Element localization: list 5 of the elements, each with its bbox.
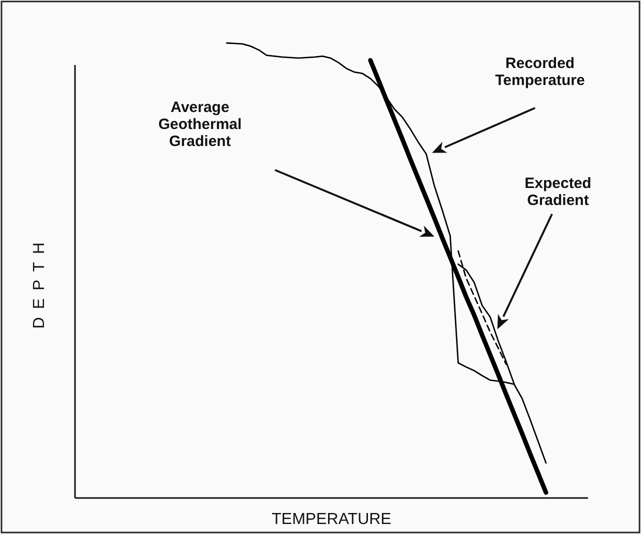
x-axis-title: TEMPERATURE <box>272 511 392 528</box>
annotation: Recorded Temperature <box>495 55 585 89</box>
annotation: Expected Gradient <box>524 175 592 209</box>
annotation: Average Geothermal Gradient <box>158 99 242 150</box>
y-axis-title: DEPTH <box>31 234 48 329</box>
